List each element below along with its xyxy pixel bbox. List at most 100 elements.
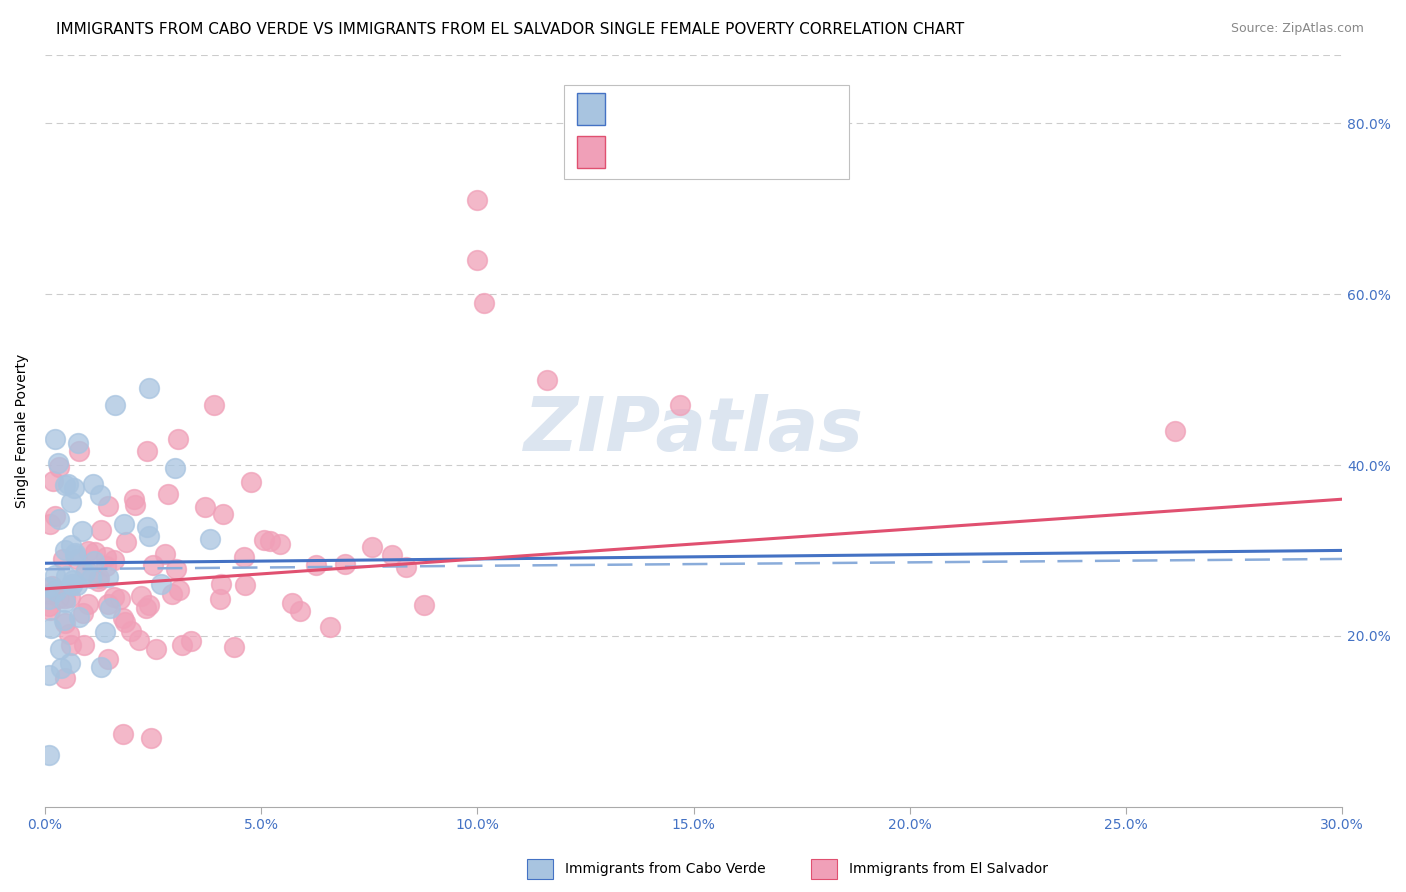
- Point: [83, 554, 105, 568]
- Point: [38, 599, 60, 613]
- Point: [96, 549, 118, 564]
- Point: [53, 543, 76, 558]
- Point: [39, 621, 62, 635]
- FancyBboxPatch shape: [576, 94, 606, 125]
- Point: [60, 578, 83, 592]
- Point: [62, 573, 84, 587]
- Point: [172, 638, 194, 652]
- Point: [157, 487, 180, 501]
- Point: [145, 641, 167, 656]
- Point: [114, 535, 136, 549]
- Point: [1164, 424, 1187, 438]
- Point: [67, 443, 90, 458]
- Point: [335, 557, 357, 571]
- Point: [305, 558, 328, 573]
- Point: [67, 436, 90, 450]
- Point: [100, 600, 122, 615]
- Point: [381, 549, 404, 563]
- Point: [80, 571, 103, 585]
- Point: [318, 620, 340, 634]
- Point: [128, 632, 150, 647]
- Point: [167, 433, 190, 447]
- Point: [48, 641, 70, 656]
- Point: [48, 512, 70, 526]
- Point: [58, 590, 80, 604]
- Point: [111, 727, 134, 741]
- Point: [38, 580, 60, 594]
- Point: [209, 577, 232, 591]
- Point: [94, 559, 117, 574]
- Point: [66, 577, 89, 591]
- Point: [124, 499, 146, 513]
- Point: [94, 624, 117, 639]
- Point: [394, 559, 416, 574]
- Point: [59, 495, 82, 509]
- Point: [135, 601, 157, 615]
- Point: [72, 606, 94, 620]
- Point: [39, 517, 62, 532]
- Point: [83, 545, 105, 559]
- Point: [112, 610, 135, 624]
- Point: [77, 597, 100, 611]
- Point: [89, 488, 111, 502]
- Point: [412, 599, 434, 613]
- Point: [259, 534, 281, 549]
- Point: [233, 578, 256, 592]
- Point: [122, 491, 145, 506]
- Point: [72, 638, 94, 652]
- Point: [44, 433, 66, 447]
- Point: [44, 509, 66, 524]
- Point: [233, 549, 256, 564]
- Point: [51, 660, 73, 674]
- Point: [288, 604, 311, 618]
- Point: [44, 583, 66, 598]
- Point: [467, 253, 489, 268]
- FancyBboxPatch shape: [576, 136, 606, 168]
- Point: [202, 398, 225, 412]
- Point: [97, 597, 120, 611]
- Point: [180, 633, 202, 648]
- Point: [90, 523, 112, 537]
- Point: [87, 574, 110, 588]
- Point: [269, 537, 291, 551]
- Point: [77, 544, 100, 558]
- Point: [38, 587, 60, 601]
- Point: [465, 194, 488, 208]
- Point: [48, 460, 70, 475]
- Point: [103, 552, 125, 566]
- Point: [73, 566, 96, 580]
- Text: Immigrants from El Salvador: Immigrants from El Salvador: [849, 862, 1049, 876]
- Point: [112, 517, 135, 532]
- Point: [66, 551, 89, 566]
- Point: [224, 640, 246, 654]
- Text: IMMIGRANTS FROM CABO VERDE VS IMMIGRANTS FROM EL SALVADOR SINGLE FEMALE POVERTY : IMMIGRANTS FROM CABO VERDE VS IMMIGRANTS…: [56, 22, 965, 37]
- Point: [63, 546, 86, 560]
- Point: [138, 529, 160, 543]
- Point: [38, 748, 60, 763]
- Point: [114, 615, 136, 630]
- Point: [141, 731, 163, 745]
- Point: [63, 548, 86, 562]
- Point: [52, 613, 75, 627]
- Point: [138, 598, 160, 612]
- Point: [60, 638, 83, 652]
- Point: [472, 295, 495, 310]
- Point: [165, 562, 187, 576]
- Point: [53, 671, 76, 685]
- Point: [536, 373, 558, 387]
- Point: [209, 591, 232, 606]
- Point: [59, 657, 82, 671]
- Point: [160, 587, 183, 601]
- Point: [138, 381, 160, 395]
- Point: [198, 532, 221, 546]
- Text: R = 0.055   N = 48: R = 0.055 N = 48: [616, 98, 761, 113]
- Point: [41, 579, 63, 593]
- Point: [90, 659, 112, 673]
- Point: [167, 582, 190, 597]
- Point: [89, 571, 111, 585]
- Point: [153, 547, 176, 561]
- Point: [48, 456, 70, 470]
- Point: [53, 478, 76, 492]
- Point: [97, 499, 120, 513]
- Point: [360, 540, 382, 554]
